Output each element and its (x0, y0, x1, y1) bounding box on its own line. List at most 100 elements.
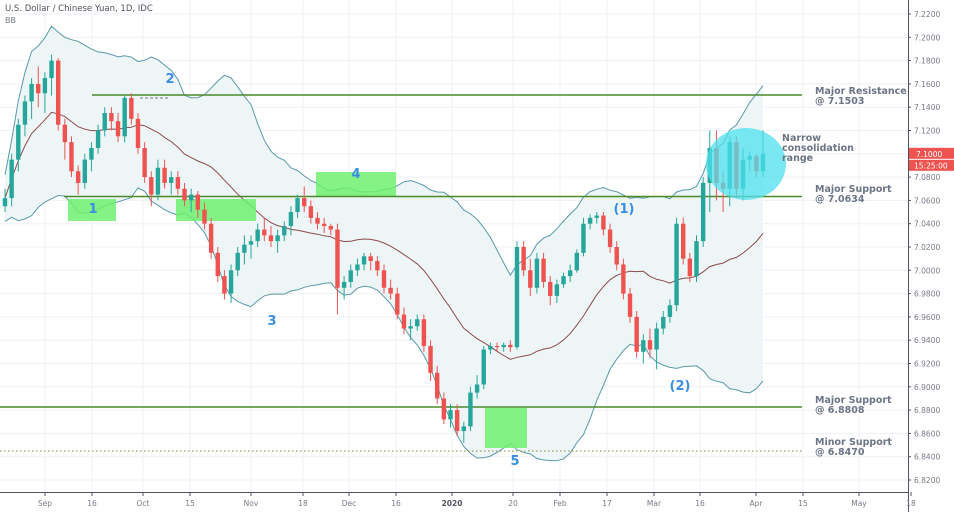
candle (302, 186, 307, 213)
time-tick: Dec (342, 499, 357, 508)
time-tick: 16 (87, 499, 97, 508)
point-label-3: 3 (267, 314, 276, 329)
candle (275, 229, 280, 253)
candle (621, 258, 626, 300)
candle (208, 217, 214, 259)
candle (654, 322, 659, 370)
candle (587, 214, 593, 230)
candle (262, 217, 267, 242)
svg-text:7.1000: 7.1000 (916, 150, 942, 159)
time-tick: Nov (244, 499, 259, 508)
candle (574, 249, 580, 273)
label-narrow-consolidation: Narrow consolidation range (782, 133, 854, 164)
candle (188, 188, 194, 213)
price-tick: 7.1400 (914, 103, 940, 112)
consolidation-range-circle (706, 128, 786, 200)
candle (494, 342, 500, 352)
candle (255, 223, 260, 247)
candle (341, 276, 347, 300)
candle (415, 314, 420, 331)
candle (607, 223, 613, 253)
candle (355, 258, 360, 277)
candle (667, 299, 673, 323)
candle (395, 287, 400, 320)
candle (454, 404, 460, 436)
candle (122, 95, 127, 143)
candle (554, 279, 560, 303)
candle (308, 200, 314, 224)
candle (202, 202, 207, 230)
candle (408, 319, 413, 341)
zone-1 (68, 199, 116, 221)
horizontal-levels (0, 94, 802, 452)
candle (501, 342, 506, 352)
candle (282, 221, 287, 242)
price-tick: 7.1800 (914, 57, 940, 66)
candle (115, 113, 121, 143)
indicator-label-bb[interactable]: BB (5, 16, 16, 25)
price-tick: 6.9800 (914, 290, 940, 299)
label-major-support-6-8808: Major Support @ 6.8808 (815, 395, 892, 416)
candle (129, 93, 134, 125)
candle (528, 258, 533, 296)
candle (42, 72, 48, 114)
candle (581, 217, 586, 257)
candle (661, 311, 666, 335)
price-tick: 7.1200 (914, 127, 940, 136)
candle (461, 421, 466, 443)
candle (29, 78, 34, 119)
candle (548, 276, 553, 306)
time-tick: Feb (553, 499, 567, 508)
candle (434, 365, 440, 405)
price-axis[interactable]: 7.2200 7.2000 7.1800 7.1600 7.1400 7.1200 7.08… (908, 0, 954, 512)
candle (361, 252, 367, 271)
candle (295, 194, 300, 218)
zone-4 (316, 172, 396, 197)
time-tick: Sep (38, 499, 52, 508)
candle (9, 153, 14, 207)
chart-annotations: Major Resistance @ 7.1503 Major Support @ 7… (88, 72, 906, 469)
candle (62, 118, 68, 160)
candle (694, 235, 699, 282)
highlight-zones (68, 172, 527, 448)
candle (95, 124, 101, 154)
candle (182, 182, 187, 207)
candle (681, 217, 686, 265)
candle (468, 386, 473, 432)
candle (75, 165, 81, 195)
time-tick: 20 (508, 499, 518, 508)
symbol-title[interactable]: U.S. Dollar / Chinese Yuan, 1D, IDC (5, 4, 153, 14)
price-tick: 6.9600 (914, 313, 940, 322)
candle (22, 95, 28, 137)
bollinger-bands (4, 25, 764, 462)
candle (102, 107, 107, 137)
countdown-badge (909, 159, 954, 171)
label-major-resistance: Major Resistance @ 7.1503 (815, 86, 907, 107)
candle (242, 235, 247, 265)
candle (441, 392, 447, 425)
price-tick: 7.0400 (914, 220, 940, 229)
candle (627, 287, 633, 323)
zone-5 (485, 408, 527, 448)
time-tick: May (851, 499, 867, 508)
candle (348, 264, 353, 288)
candle (647, 328, 653, 358)
candle (169, 171, 174, 195)
candle (328, 223, 334, 236)
candle (155, 159, 161, 201)
price-tick: 6.8200 (914, 476, 940, 485)
candle (109, 107, 114, 131)
time-tick: 17 (602, 499, 612, 508)
time-tick: Oct (137, 499, 150, 508)
candle (594, 212, 599, 224)
time-axis[interactable]: Sep 16 Oct 15 Nov 18 Dec 16 2020 20 Feb 17 Mar 16 Apr 1… (0, 492, 916, 512)
candle (567, 264, 573, 282)
label-major-support-7-0634: Major Support @ 7.0634 (815, 184, 892, 205)
candle (2, 188, 8, 213)
candle (69, 136, 74, 178)
candle (228, 264, 234, 303)
candle (421, 314, 427, 352)
consolidation-circle (706, 128, 786, 200)
candle (375, 256, 380, 277)
